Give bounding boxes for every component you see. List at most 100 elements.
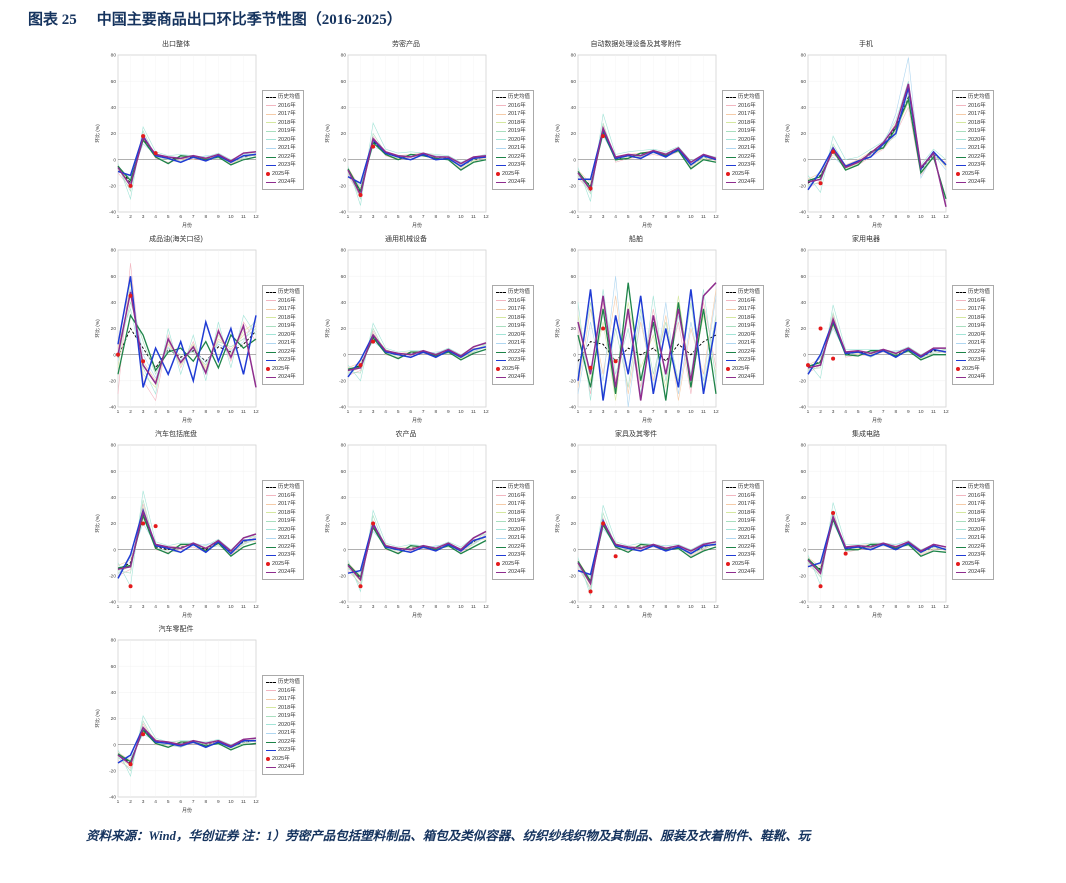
legend-item: 2024年 xyxy=(956,373,990,382)
legend-label: 2025年 xyxy=(272,755,290,762)
legend-item: 2021年 xyxy=(956,534,990,543)
subplot: 汽车包括底盘 -40 -20 0 20 40 60 80 1 2 3 4 5 6 7 8 9 10 11 12 环比 … xyxy=(92,429,316,620)
svg-text:3: 3 xyxy=(372,409,375,415)
legend-line-swatch xyxy=(956,300,966,302)
legend-item: 2025年 xyxy=(266,755,300,764)
svg-text:9: 9 xyxy=(217,799,220,805)
svg-text:4: 4 xyxy=(844,604,847,610)
svg-text:60: 60 xyxy=(801,469,807,475)
legend-label: 历史均值 xyxy=(738,94,761,101)
legend-line-swatch xyxy=(496,325,506,327)
legend-label: 2016年 xyxy=(278,102,296,109)
subplot: 农产品 -40 -20 0 20 40 60 80 1 2 3 4 5 6 7 8 9 10 11 12 环比 (%)… xyxy=(322,429,546,620)
svg-text:2: 2 xyxy=(819,409,822,415)
legend-label: 2021年 xyxy=(738,340,756,347)
legend-label: 2020年 xyxy=(968,526,986,533)
svg-text:2: 2 xyxy=(589,214,592,220)
legend: 历史均值 2016年 2017年 2018年 2019年 2020年 2021年 2022年 2… xyxy=(492,285,535,385)
legend-line-swatch xyxy=(956,105,966,107)
legend-item: 2025年 xyxy=(496,170,530,179)
svg-text:8: 8 xyxy=(204,604,207,610)
legend-item: 2017年 xyxy=(956,110,990,119)
subplot-title: 农产品 xyxy=(395,431,417,438)
legend-item: 2025年 xyxy=(266,170,300,179)
legend-item: 2024年 xyxy=(496,568,530,577)
svg-text:2: 2 xyxy=(359,214,362,220)
svg-text:7: 7 xyxy=(192,409,195,415)
legend-label: 2019年 xyxy=(738,323,756,330)
legend-label: 2017年 xyxy=(968,111,986,118)
legend-item: 2021年 xyxy=(726,534,760,543)
legend-line-swatch xyxy=(956,291,966,293)
legend-item: 2020年 xyxy=(266,331,300,340)
scatter-2025年 xyxy=(806,326,836,368)
series-2022年 xyxy=(577,282,717,401)
x-axis-label: 月份 xyxy=(412,222,422,229)
legend-item: 2025年 xyxy=(496,365,530,374)
svg-text:3: 3 xyxy=(602,409,605,415)
svg-text:60: 60 xyxy=(801,79,807,85)
subplot-title: 船舶 xyxy=(629,236,643,243)
grid-lines xyxy=(577,444,717,603)
legend-label: 2019年 xyxy=(968,323,986,330)
svg-text:10: 10 xyxy=(228,214,234,220)
svg-text:4: 4 xyxy=(154,604,157,610)
svg-text:2: 2 xyxy=(359,409,362,415)
svg-text:60: 60 xyxy=(111,664,117,670)
legend-item: 2018年 xyxy=(956,509,990,518)
svg-text:11: 11 xyxy=(241,409,246,415)
svg-text:0: 0 xyxy=(343,157,346,163)
legend-line-swatch xyxy=(496,113,506,115)
svg-text:12: 12 xyxy=(713,409,719,415)
legend-label: 2018年 xyxy=(278,119,296,126)
series-2020年 xyxy=(117,715,257,778)
legend-line-swatch xyxy=(726,325,736,327)
legend-line-swatch xyxy=(496,572,506,574)
legend-label: 2025年 xyxy=(272,365,290,372)
legend-item: 2019年 xyxy=(266,517,300,526)
legend-label: 2021年 xyxy=(278,340,296,347)
subplot-title: 劳密产品 xyxy=(392,41,420,48)
svg-text:5: 5 xyxy=(627,214,630,220)
legend-item: 历史均值 xyxy=(496,288,530,297)
charts-grid: 出口整体 -40 -20 0 20 40 60 80 1 2 3 4 5 6 7 8 9 10 11 12 环比 (%… xyxy=(92,39,1006,815)
legend-item: 2020年 xyxy=(266,136,300,145)
svg-text:2: 2 xyxy=(129,799,132,805)
legend-label: 2020年 xyxy=(508,136,526,143)
svg-text:3: 3 xyxy=(832,409,835,415)
legend-line-swatch xyxy=(266,300,276,302)
legend-item: 2020年 xyxy=(726,526,760,535)
svg-text:0: 0 xyxy=(803,352,806,358)
legend-item: 2024年 xyxy=(266,763,300,772)
legend-item: 2025年 xyxy=(726,560,760,569)
svg-text:2: 2 xyxy=(129,214,132,220)
series-lines xyxy=(347,322,487,382)
svg-text:-40: -40 xyxy=(569,210,576,216)
svg-text:5: 5 xyxy=(627,604,630,610)
legend-line-swatch xyxy=(726,377,736,379)
legend-item: 2016年 xyxy=(726,297,760,306)
legend-item: 历史均值 xyxy=(956,288,990,297)
svg-text:9: 9 xyxy=(217,409,220,415)
svg-text:6: 6 xyxy=(409,604,412,610)
legend-line-swatch xyxy=(266,538,276,539)
legend-label: 2019年 xyxy=(278,518,296,525)
svg-text:11: 11 xyxy=(931,604,936,610)
svg-text:10: 10 xyxy=(228,409,234,415)
legend-label: 2018年 xyxy=(738,119,756,126)
series-2024年 xyxy=(347,522,487,582)
legend-label: 2024年 xyxy=(968,569,986,576)
svg-text:40: 40 xyxy=(801,300,807,306)
svg-text:5: 5 xyxy=(167,799,170,805)
y-axis-label: 环比 (%) xyxy=(94,514,101,533)
legend-item: 历史均值 xyxy=(726,93,760,102)
legend-item: 2016年 xyxy=(726,492,760,501)
y-axis-label: 环比 (%) xyxy=(554,124,561,143)
legend-item: 2025年 xyxy=(266,560,300,569)
legend-line-swatch xyxy=(496,148,506,149)
legend-label: 2016年 xyxy=(738,102,756,109)
